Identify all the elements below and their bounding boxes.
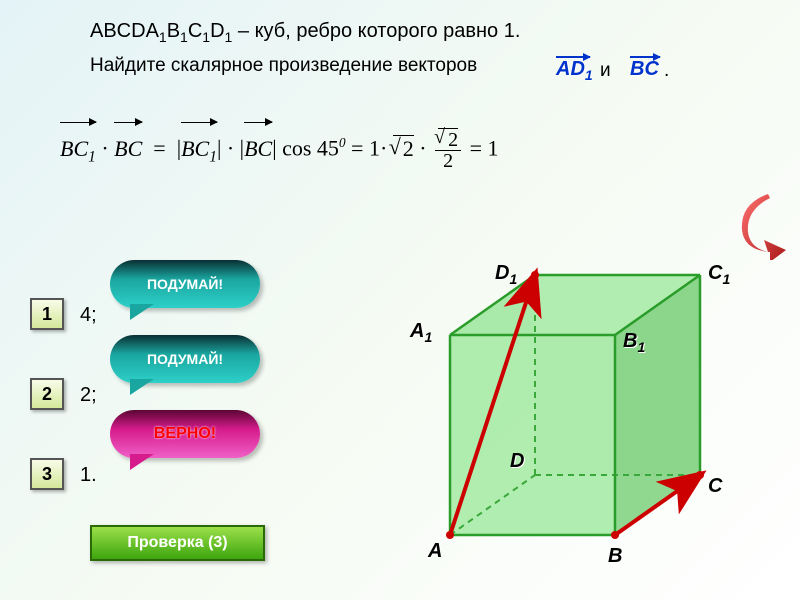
- answer-button-2[interactable]: 2: [30, 378, 64, 410]
- and-text: и: [600, 60, 611, 82]
- answer-button-3[interactable]: 3: [30, 458, 64, 490]
- feedback-bubble-3: ВЕРНО!: [110, 410, 260, 458]
- vertex-label-b1: B1: [623, 330, 645, 355]
- answer-value-3: 1.: [80, 464, 97, 487]
- feedback-bubble-1: ПОДУМАЙ!: [110, 260, 260, 308]
- vertex-label-c1: C1: [708, 262, 730, 287]
- vertex-label-a: A: [428, 540, 442, 563]
- cube-diagram: A B C D A1 B1 C1 D1: [380, 260, 760, 580]
- answer-button-1[interactable]: 1: [30, 298, 64, 330]
- feedback-bubble-2: ПОДУМАЙ!: [110, 335, 260, 383]
- period: .: [664, 60, 669, 82]
- vertex-label-c: C: [708, 475, 722, 498]
- vector-label-ad1: AD1: [556, 58, 593, 83]
- vector-label-bc: BC: [630, 58, 659, 81]
- cube-svg: [380, 260, 760, 580]
- formula: BC1 · BC = |BC1| · |BC| cos 450 = 1· 2 ·…: [60, 130, 499, 171]
- vertex-label-a1: A1: [410, 320, 432, 345]
- answer-value-2: 2;: [80, 384, 97, 407]
- vertex-label-d1: D1: [495, 262, 517, 287]
- rotate-arrow-icon: [740, 190, 790, 260]
- problem-line-1: ABCDA1B1C1D1 – куб, ребро которого равно…: [90, 20, 730, 45]
- check-button[interactable]: Проверка (3): [90, 525, 265, 561]
- vertex-label-b: B: [608, 545, 622, 568]
- vertex-label-d: D: [510, 450, 524, 473]
- answer-value-1: 4;: [80, 304, 97, 327]
